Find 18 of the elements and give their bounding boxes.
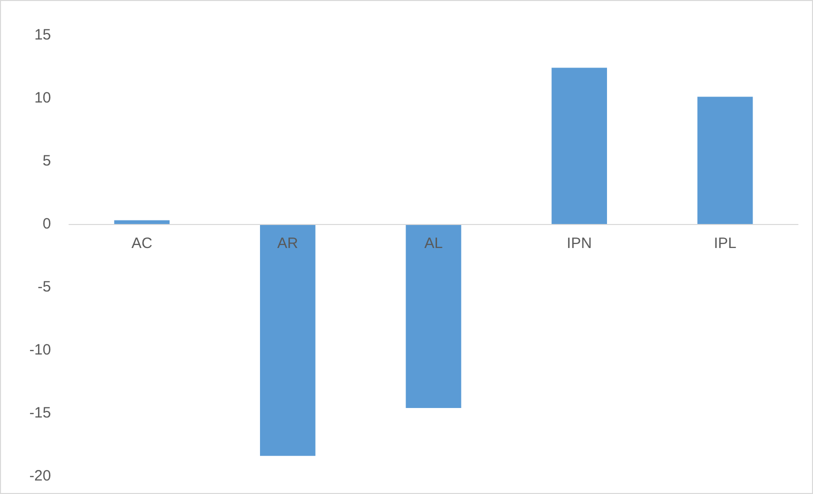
bar xyxy=(552,68,607,224)
y-tick-label: -10 xyxy=(29,342,51,358)
y-tick-label: -20 xyxy=(29,468,51,484)
y-tick-label: -15 xyxy=(29,404,51,422)
bar xyxy=(114,220,170,224)
x-tick-label: IPL xyxy=(714,235,736,252)
x-tick-label: AC xyxy=(131,235,152,252)
bar xyxy=(260,224,316,456)
y-tick-label: 10 xyxy=(34,90,51,106)
y-tick-label: 5 xyxy=(42,152,51,170)
x-tick-label: AR xyxy=(277,235,298,252)
y-tick-label: 15 xyxy=(34,26,51,44)
y-tick-label: 0 xyxy=(42,216,51,232)
bar xyxy=(697,96,753,224)
y-tick-label: -5 xyxy=(38,278,51,296)
x-tick-label: AL xyxy=(424,235,443,252)
bar xyxy=(406,224,462,408)
x-tick-label: IPN xyxy=(566,235,592,252)
